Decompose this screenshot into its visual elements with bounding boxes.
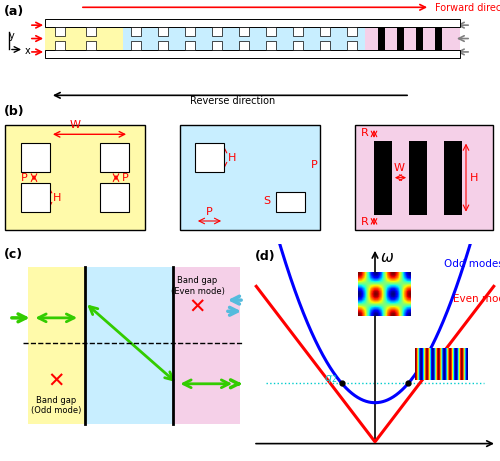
Bar (28, 267, 85, 424)
Text: Band gap
(Even mode): Band gap (Even mode) (170, 276, 224, 296)
Text: H: H (53, 193, 62, 203)
Bar (347, 27, 357, 35)
Bar (131, 41, 141, 50)
Bar (266, 41, 276, 50)
Bar (45, 50, 460, 58)
Bar (347, 41, 357, 50)
Bar (55, 27, 65, 35)
Bar (239, 41, 249, 50)
Text: H: H (228, 153, 236, 163)
Text: $q_2$: $q_2$ (324, 373, 338, 385)
Bar (185, 41, 195, 50)
Bar (158, 41, 168, 50)
Text: Forward direction: Forward direction (435, 3, 500, 13)
Text: S: S (263, 196, 270, 206)
Bar (409, 141, 427, 214)
Bar (85, 267, 172, 424)
Text: (d): (d) (254, 250, 276, 263)
Text: (a): (a) (4, 5, 24, 18)
Bar (45, 19, 460, 27)
Bar (86, 27, 96, 35)
Text: H: H (470, 172, 478, 183)
Text: (c): (c) (4, 248, 23, 261)
Bar (266, 27, 276, 35)
Bar (195, 143, 224, 172)
Bar (21, 183, 50, 212)
Bar (45, 19, 460, 58)
Bar (378, 27, 384, 50)
Bar (293, 41, 303, 50)
Text: R: R (361, 128, 369, 138)
Bar (239, 27, 249, 35)
Text: P: P (22, 172, 28, 183)
Text: $q_1$: $q_1$ (414, 369, 428, 381)
Bar (444, 141, 462, 214)
Bar (320, 41, 330, 50)
Bar (86, 41, 96, 50)
Bar (5, 125, 145, 230)
Bar (212, 41, 222, 50)
Bar (396, 27, 404, 50)
Text: P: P (122, 172, 129, 183)
Bar (55, 41, 65, 50)
Text: Even modes: Even modes (453, 295, 500, 304)
Text: y: y (9, 31, 15, 41)
Text: ✕: ✕ (189, 298, 206, 318)
Bar (374, 141, 392, 214)
Bar (320, 27, 330, 35)
Bar (276, 192, 305, 212)
Bar (293, 27, 303, 35)
Text: ✕: ✕ (48, 371, 65, 391)
Bar (158, 27, 168, 35)
Bar (212, 27, 222, 35)
Text: P: P (311, 160, 318, 170)
Bar (434, 27, 442, 50)
Bar (365, 19, 460, 58)
Text: W: W (70, 120, 80, 130)
Bar (416, 27, 422, 50)
Text: P: P (206, 207, 213, 217)
Bar (355, 125, 492, 230)
Text: Odd modes: Odd modes (444, 259, 500, 269)
Text: W: W (394, 163, 404, 173)
Text: x: x (25, 46, 31, 56)
Bar (131, 27, 141, 35)
Bar (100, 143, 129, 172)
Bar (122, 19, 365, 58)
Bar (21, 143, 50, 172)
Bar (172, 267, 240, 424)
Bar (185, 27, 195, 35)
Bar (45, 19, 122, 58)
Bar (180, 125, 320, 230)
Bar (100, 183, 129, 212)
Text: (b): (b) (4, 105, 24, 118)
Text: R: R (361, 217, 369, 227)
Text: Band gap
(Odd mode): Band gap (Odd mode) (31, 396, 81, 415)
Text: $\omega$: $\omega$ (380, 250, 394, 265)
Text: Reverse direction: Reverse direction (190, 95, 275, 106)
